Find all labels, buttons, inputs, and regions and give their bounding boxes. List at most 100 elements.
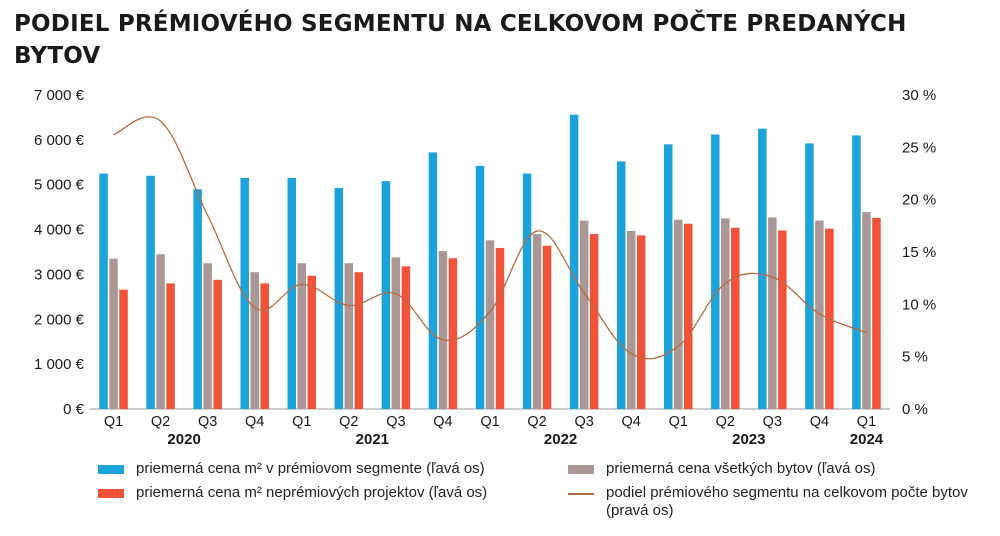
bar-nonpremium (119, 289, 128, 409)
bar-all (297, 263, 307, 409)
left-tick-label: 7 000 € (34, 87, 85, 104)
bar-all (579, 220, 589, 409)
bar-all (626, 230, 636, 409)
right-tick-label: 5 % (902, 349, 928, 366)
bar-premium (99, 173, 108, 409)
bar-premium (569, 114, 579, 410)
x-tick-label: Q1 (480, 414, 499, 430)
bar-premium (193, 189, 202, 409)
x-tick-label: Q2 (527, 414, 546, 430)
bar-premium (758, 128, 767, 409)
right-tick-label: 20 % (902, 192, 936, 209)
bar-nonpremium (401, 266, 411, 409)
x-tick-label: Q4 (245, 414, 264, 430)
legend-label-premium: priemerná cena m² v prémiovom segmente (… (136, 460, 485, 477)
x-tick-label: Q4 (622, 414, 641, 430)
bar-premium (381, 181, 391, 409)
legend-item-nonpremium: priemerná cena m² neprémiových projektov… (98, 484, 487, 502)
bar-all (438, 251, 448, 409)
x-tick-label: Q4 (810, 414, 829, 430)
bar-nonpremium (166, 283, 175, 409)
left-tick-label: 6 000 € (34, 132, 85, 149)
x-axis-labels: Q1 Q2 Q3 Q4 Q1 Q2 Q3 Q4 Q1 Q2 Q3 Q4 Q1 Q2 Q3 Q4 Q1 2020 20… (104, 414, 884, 448)
left-tick-label: 0 € (63, 401, 85, 418)
bar-nonpremium (354, 272, 364, 409)
legend-swatch-premium (98, 465, 124, 474)
share-line (113, 116, 867, 360)
bar-all (344, 263, 354, 409)
bar-nonpremium (542, 245, 552, 409)
left-tick-label: 2 000 € (34, 311, 85, 328)
bar-all (485, 240, 495, 409)
year-label: 2020 (167, 431, 200, 448)
bar-premium (240, 177, 249, 409)
bar-nonpremium (731, 227, 740, 409)
chart-title: PODIEL PRÉMIOVÉHO SEGMENTU NA CELKOVOM P… (14, 11, 907, 69)
year-label: 2024 (850, 431, 884, 448)
left-tick-label: 3 000 € (34, 266, 85, 283)
legend-label-nonpremium: priemerná cena m² neprémiových projektov… (136, 484, 488, 501)
bar-all (862, 212, 871, 409)
right-axis: 0 % 5 % 10 % 15 % 20 % 25 % 30 % (902, 87, 936, 418)
x-tick-label: Q3 (574, 414, 593, 430)
bar-all (156, 254, 165, 409)
bar-premium (428, 152, 438, 410)
legend-label-all: priemerná cena všetkých bytov (ľavá os) (606, 460, 876, 477)
bar-premium (852, 135, 861, 409)
bar-premium (522, 173, 532, 409)
left-tick-label: 5 000 € (34, 177, 85, 194)
bar-premium (663, 144, 673, 409)
bar-all (250, 272, 259, 409)
bar-all (768, 217, 777, 409)
right-tick-label: 25 % (902, 139, 936, 156)
legend-swatch-nonpremium (98, 489, 124, 498)
year-label: 2023 (732, 431, 765, 448)
bar-nonpremium (636, 235, 646, 409)
legend-item-share: podiel prémiového segmentu na celkovom p… (568, 484, 988, 520)
bar-nonpremium (307, 275, 317, 409)
bar-nonpremium (448, 258, 458, 409)
x-tick-label: Q4 (433, 414, 452, 430)
bar-premium (146, 175, 155, 409)
bar-nonpremium (213, 279, 222, 409)
bar-all (109, 258, 118, 409)
x-tick-label: Q3 (386, 414, 405, 430)
left-tick-label: 4 000 € (34, 222, 85, 239)
bar-premium (711, 134, 720, 409)
x-tick-label: Q3 (763, 414, 782, 430)
right-tick-label: 30 % (902, 87, 936, 104)
bar-all (391, 257, 401, 409)
legend-swatch-all (568, 465, 594, 474)
x-tick-label: Q1 (669, 414, 688, 430)
legend-label-share: podiel prémiového segmentu na celkovom p… (606, 484, 968, 519)
bar-premium (805, 143, 814, 409)
bar-nonpremium (589, 234, 599, 409)
bar-premium (287, 177, 297, 409)
x-tick-label: Q3 (198, 414, 217, 430)
bar-all (203, 263, 212, 409)
bar-nonpremium (683, 223, 693, 409)
bar-premium (616, 161, 626, 409)
bar-all (815, 220, 824, 409)
bar-all (673, 219, 683, 409)
legend-item-premium: priemerná cena m² v prémiovom segmente (… (98, 460, 485, 478)
year-label: 2022 (544, 431, 577, 448)
x-tick-label: Q1 (292, 414, 311, 430)
bar-premium (334, 187, 344, 409)
left-axis: 0 € 1 000 € 2 000 € 3 000 € 4 000 € 5 000 € 6 … (34, 87, 85, 418)
bar-series-group (99, 114, 881, 410)
legend-item-all: priemerná cena všetkých bytov (ľavá os) (568, 460, 876, 478)
x-tick-label: Q1 (857, 414, 876, 430)
bar-premium (475, 165, 485, 409)
right-tick-label: 10 % (902, 296, 936, 313)
year-label: 2021 (356, 431, 389, 448)
legend-swatch-share (568, 493, 594, 495)
bar-nonpremium (260, 283, 269, 409)
right-tick-label: 15 % (902, 244, 936, 261)
x-tick-label: Q2 (151, 414, 170, 430)
x-tick-label: Q1 (104, 414, 123, 430)
bar-all (532, 234, 542, 409)
bar-nonpremium (778, 230, 787, 409)
x-tick-label: Q2 (339, 414, 358, 430)
x-tick-label: Q2 (716, 414, 735, 430)
